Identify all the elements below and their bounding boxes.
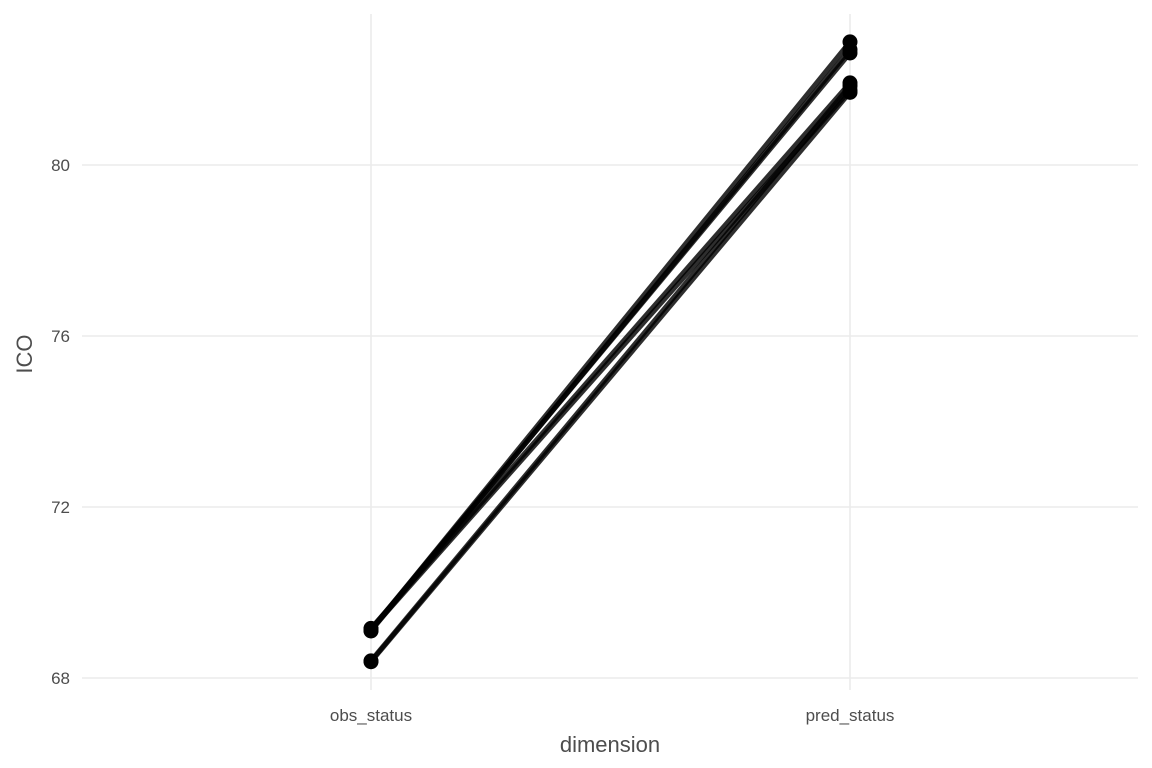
x-tick-label: pred_status — [806, 706, 895, 725]
y-tick-label: 68 — [51, 669, 70, 688]
series-group — [363, 34, 858, 670]
x-tick-labels: obs_status pred_status — [330, 706, 895, 725]
series-line-7 — [369, 90, 852, 664]
y-tick-labels: 68 72 76 80 — [51, 156, 70, 688]
data-point-7-pred_status — [842, 84, 858, 100]
y-axis-title: ICO — [12, 334, 37, 373]
data-point-7-obs_status — [363, 654, 379, 670]
data-point-3-pred_status — [842, 42, 858, 58]
data-point-5-obs_status — [363, 622, 379, 638]
y-tick-label: 72 — [51, 498, 70, 517]
grid-lines — [82, 14, 1138, 690]
x-tick-label: obs_status — [330, 706, 412, 725]
x-axis-title: dimension — [560, 732, 660, 757]
y-tick-label: 80 — [51, 156, 70, 175]
y-tick-label: 76 — [51, 327, 70, 346]
